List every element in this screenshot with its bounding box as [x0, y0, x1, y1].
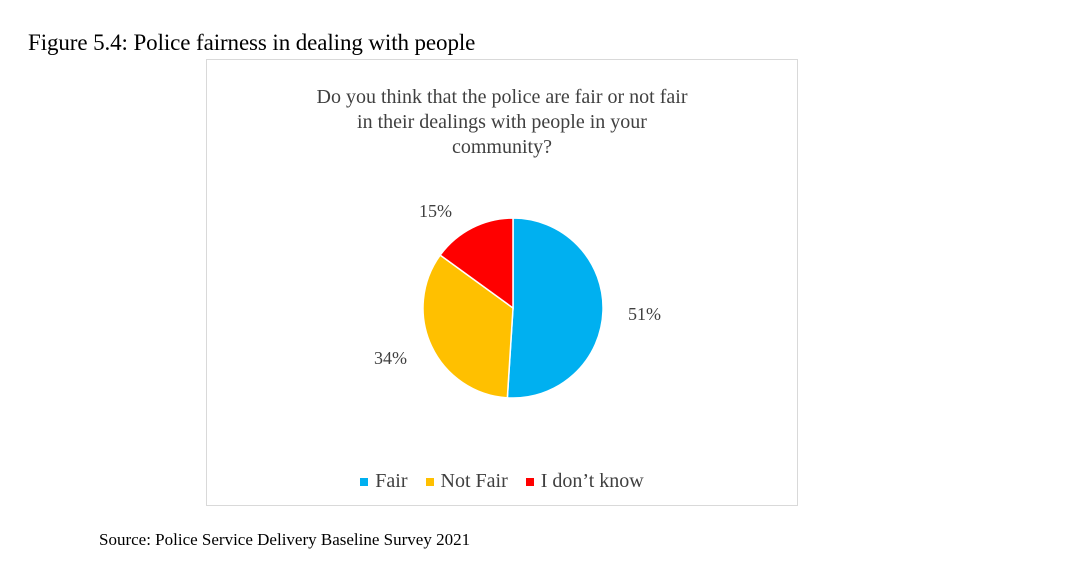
chart-frame: Do you think that the police are fair or… — [206, 59, 798, 506]
chart-title-line-2: in their dealings with people in your — [357, 111, 647, 133]
figure-caption: Figure 5.4: Police fairness in dealing w… — [28, 30, 476, 55]
legend-label-not-fair: Not Fair — [440, 470, 508, 492]
legend-label-dont-know: I don’t know — [540, 470, 644, 492]
chart-legend: Fair Not Fair I don’t know — [207, 470, 797, 493]
legend-item-not-fair: Not Fair — [425, 470, 508, 493]
chart-title: Do you think that the police are fair or… — [207, 85, 797, 160]
pie-slice-not-fair — [422, 254, 514, 399]
legend-label-fair: Fair — [375, 470, 408, 492]
legend-swatch-fair — [360, 477, 369, 486]
data-label-fair: 51% — [628, 304, 661, 324]
legend-swatch-dont-know — [525, 477, 534, 486]
legend-item-fair: Fair — [360, 470, 408, 493]
pie-chart — [422, 217, 604, 399]
pie-slice-dont-know — [439, 217, 514, 310]
legend-item-dont-know: I don’t know — [525, 470, 644, 493]
source-note: Source: Police Service Delivery Baseline… — [99, 530, 471, 549]
chart-title-line-3: community? — [452, 136, 552, 158]
legend-swatch-not-fair — [425, 477, 434, 486]
data-label-dont-know: 15% — [419, 201, 452, 221]
data-label-not-fair: 34% — [374, 348, 407, 368]
chart-title-line-1: Do you think that the police are fair or… — [316, 86, 688, 108]
pie-slice-fair — [506, 217, 604, 399]
